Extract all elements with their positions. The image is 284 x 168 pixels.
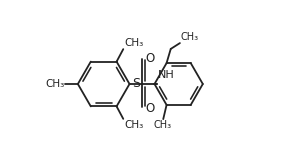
Text: CH₃: CH₃ <box>154 120 172 130</box>
Text: S: S <box>132 77 140 90</box>
Text: CH₃: CH₃ <box>124 38 143 48</box>
Text: O: O <box>146 102 155 115</box>
Text: O: O <box>146 52 155 65</box>
Text: CH₃: CH₃ <box>181 32 199 42</box>
Text: NH: NH <box>158 70 174 80</box>
Text: CH₃: CH₃ <box>124 120 143 130</box>
Text: CH₃: CH₃ <box>45 79 64 89</box>
